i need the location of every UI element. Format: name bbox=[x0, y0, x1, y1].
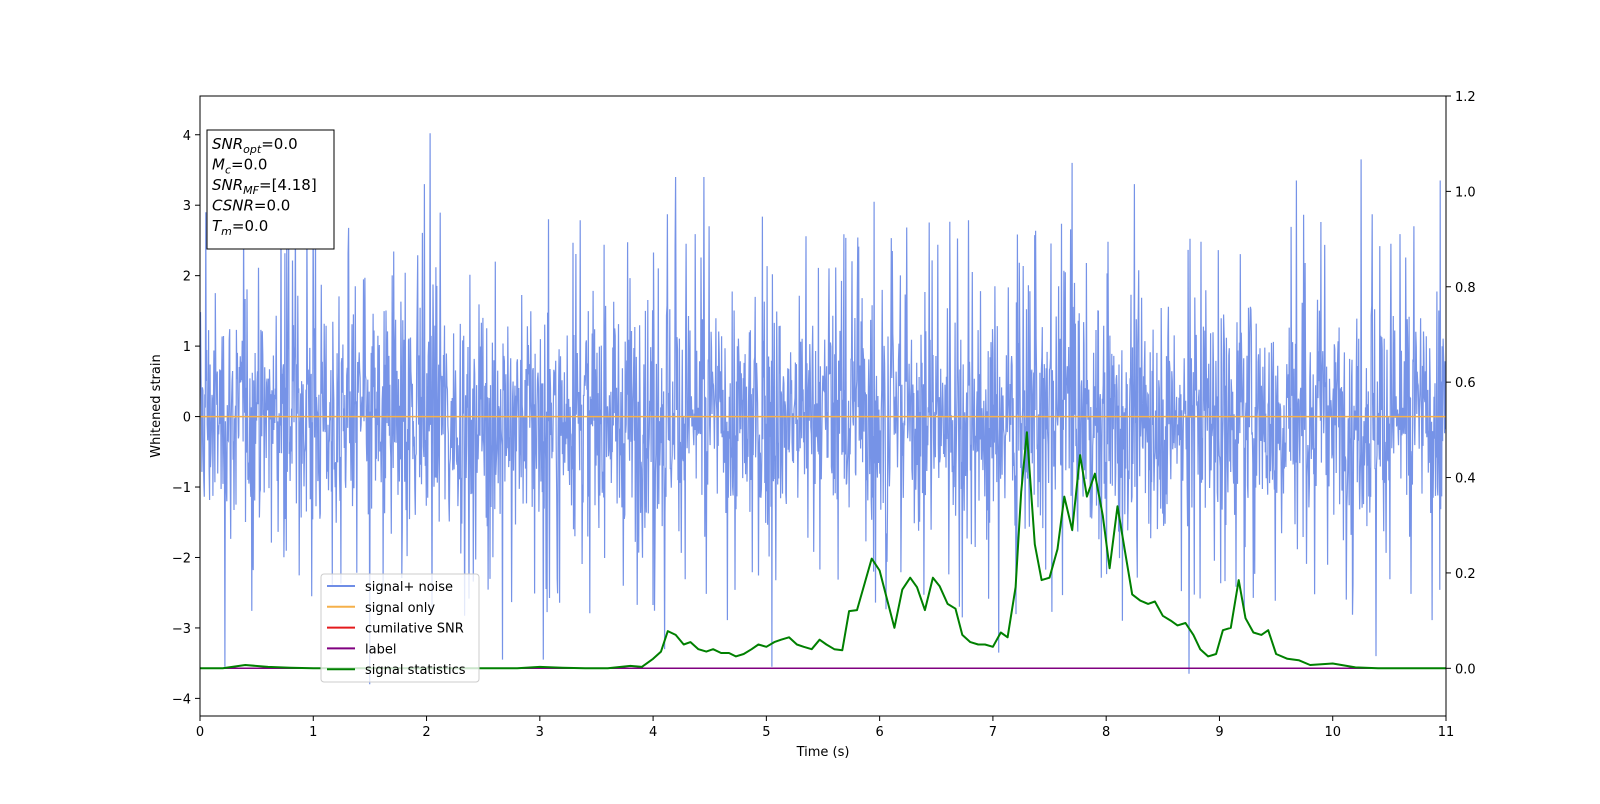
y-tick-label: −2 bbox=[172, 551, 191, 566]
axes-layer: 0 1 2 3 4 5 6 7 8 9 10 11 −4 −3 −2 −1 0 1 2 3 4 0.0 0.2 0.4 0.6 0… bbox=[172, 90, 1476, 740]
x-tick-label: 2 bbox=[422, 725, 430, 740]
stat-line: Tm=0.0 bbox=[212, 217, 268, 238]
stat-line: SNRopt=0.0 bbox=[212, 135, 298, 156]
y-tick-label: 0 bbox=[183, 411, 191, 426]
x-tick-label: 6 bbox=[875, 725, 883, 740]
y2-tick-label: 0.8 bbox=[1455, 281, 1476, 296]
y-tick-label: 1 bbox=[183, 340, 191, 355]
x-tick-label: 9 bbox=[1215, 725, 1223, 740]
y-tick-label: 3 bbox=[183, 199, 191, 214]
stat-line: Mc=0.0 bbox=[212, 156, 267, 177]
x-axis-label: Time (s) bbox=[796, 745, 850, 760]
x-tick-label: 10 bbox=[1324, 725, 1341, 740]
plot-frame bbox=[199, 95, 1447, 717]
x-tick-label: 3 bbox=[536, 725, 544, 740]
legend-label: label bbox=[365, 642, 396, 657]
y-tick-label: −3 bbox=[172, 622, 191, 637]
y-tick-label: −4 bbox=[172, 692, 191, 707]
series-signal-statistics-line bbox=[200, 431, 1446, 670]
y-tick-label: 4 bbox=[183, 129, 191, 144]
y2-tick-label: 0.6 bbox=[1455, 376, 1476, 391]
legend-label: cumilative SNR bbox=[365, 622, 464, 637]
legend-label: signal only bbox=[365, 601, 435, 616]
y2-tick-label: 0.2 bbox=[1455, 567, 1476, 582]
series-signal-noise-line bbox=[200, 133, 1446, 685]
legend-frame bbox=[320, 573, 480, 683]
y2-tick-label: 0.0 bbox=[1455, 662, 1476, 677]
stat-line: SNRMF=[4.18] bbox=[212, 176, 317, 197]
y2-tick-label: 1.0 bbox=[1455, 185, 1476, 200]
x-tick-label: 4 bbox=[649, 725, 657, 740]
y-axis-label: Whitened strain bbox=[149, 354, 164, 457]
x-tick-label: 8 bbox=[1102, 725, 1110, 740]
x-tick-label: 7 bbox=[989, 725, 997, 740]
y-tick-label: −1 bbox=[172, 481, 191, 496]
legend-label: signal statistics bbox=[365, 663, 466, 678]
legend-label: signal+ noise bbox=[365, 580, 453, 595]
x-tick-label: 5 bbox=[762, 725, 770, 740]
legend: signal+ noise signal only cumilative SNR la… bbox=[320, 573, 480, 683]
stat-line: CSNR=0.0 bbox=[212, 197, 290, 215]
y2-tick-label: 1.2 bbox=[1455, 90, 1476, 105]
y-tick-label: 2 bbox=[183, 270, 191, 285]
x-tick-label: 11 bbox=[1438, 725, 1455, 740]
x-tick-label: 0 bbox=[196, 725, 204, 740]
y2-tick-label: 0.4 bbox=[1455, 472, 1476, 487]
x-tick-label: 1 bbox=[309, 725, 317, 740]
